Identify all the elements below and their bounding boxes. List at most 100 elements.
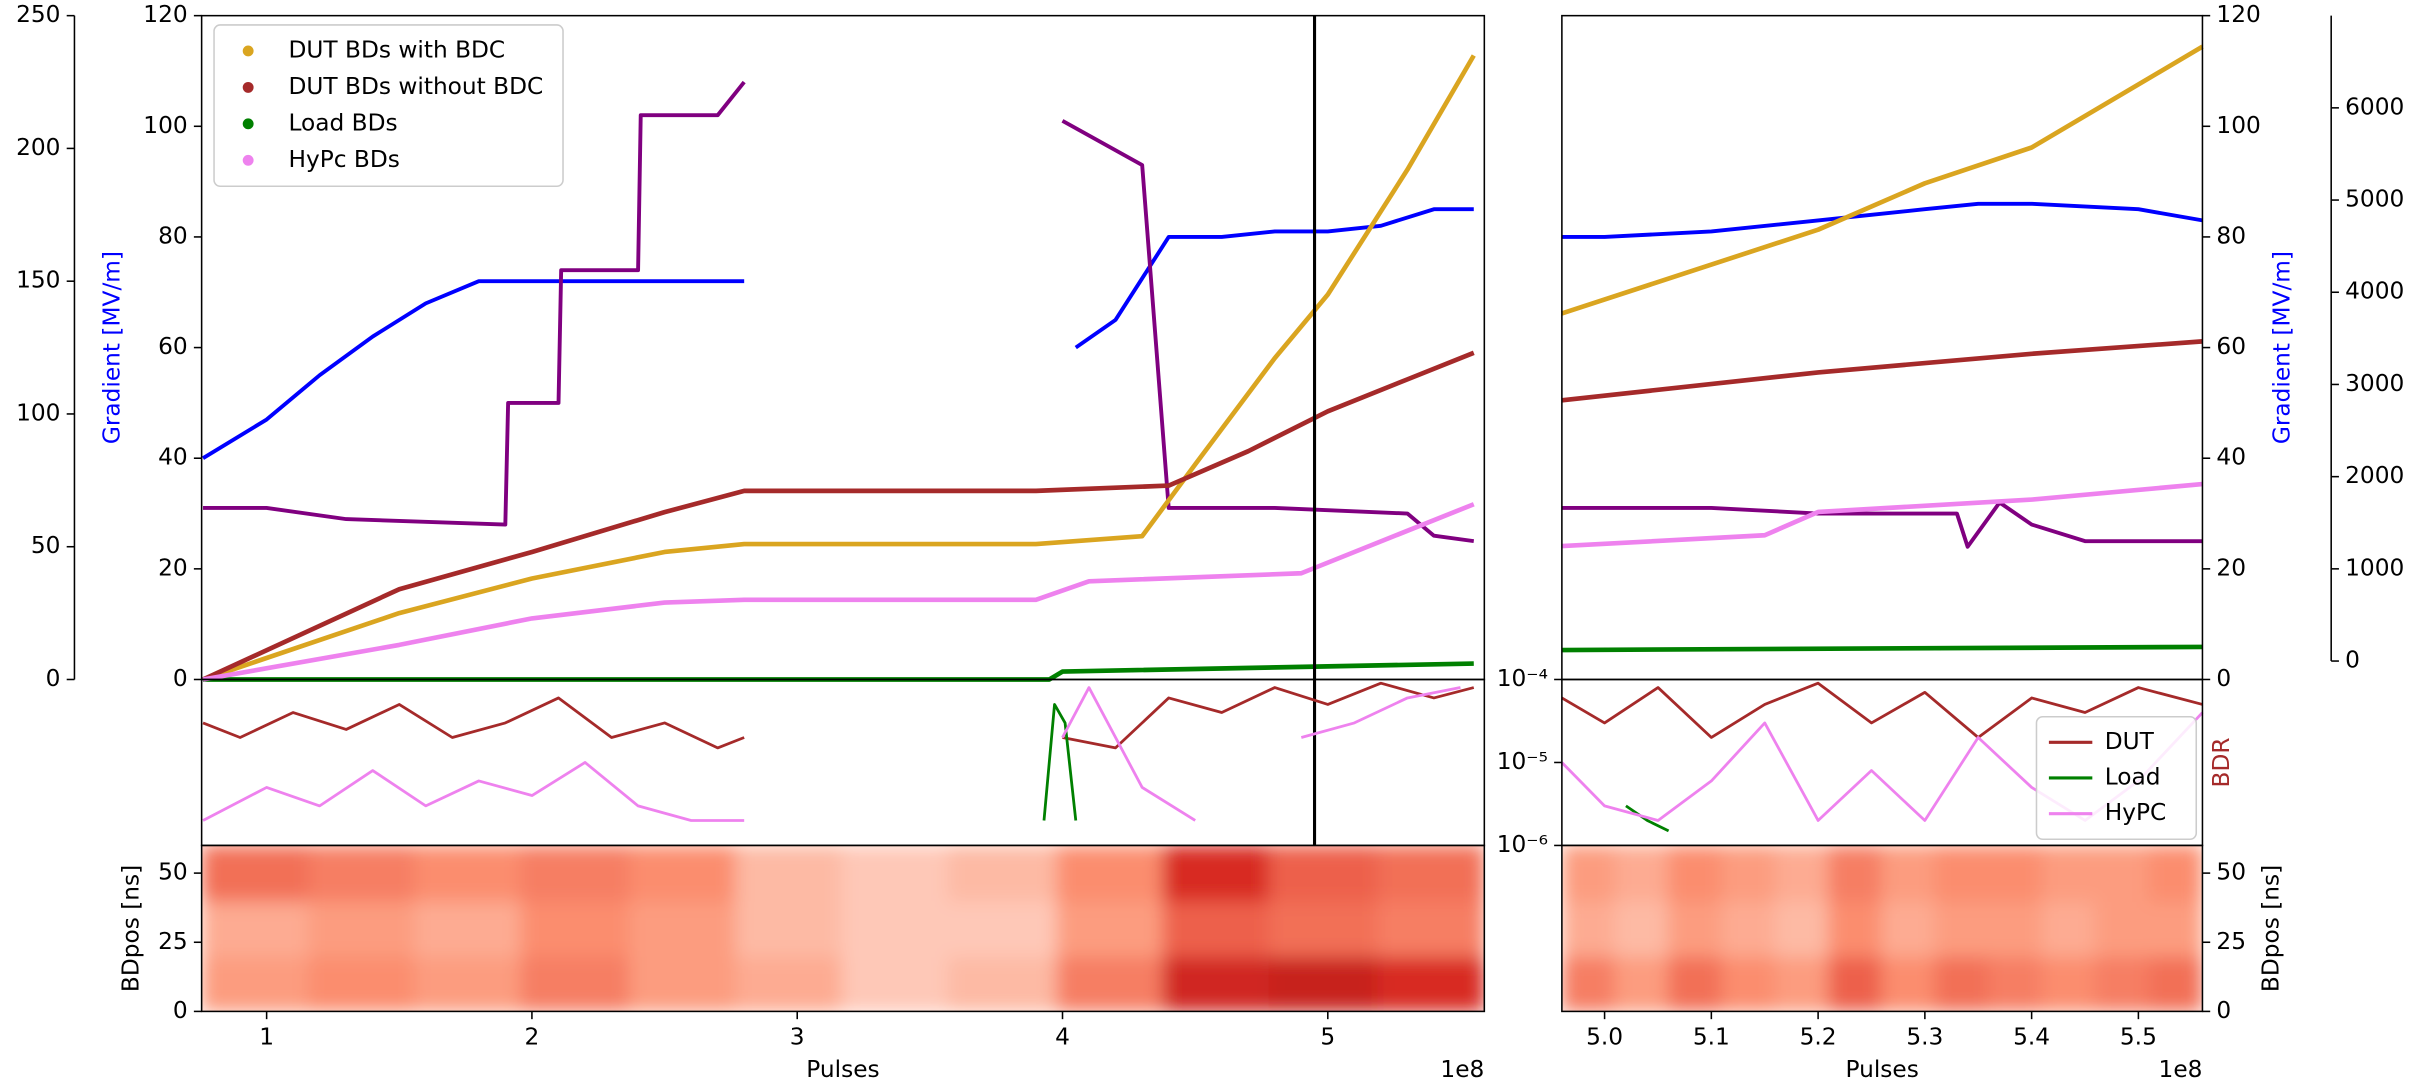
y2-tick-label: 5000 xyxy=(2345,186,2404,213)
heatmap-cell xyxy=(1667,845,1723,902)
series-line xyxy=(1561,201,2203,239)
series-line xyxy=(1561,481,2203,549)
legend-swatch xyxy=(242,154,254,166)
heatmap-cell xyxy=(1667,955,1723,1012)
y2-tick-label: 100 xyxy=(16,399,60,426)
legend-label: Load xyxy=(2105,763,2161,790)
heatmap-cell xyxy=(629,899,737,957)
x-tick-label: 5.1 xyxy=(1693,1023,1730,1050)
y-tick-label: 0 xyxy=(173,997,188,1024)
series-line xyxy=(203,661,1474,682)
axes-frame xyxy=(1561,844,2204,1013)
axes-frame xyxy=(200,678,1486,847)
heatmap-cell xyxy=(1056,845,1165,902)
series-line xyxy=(202,686,1461,822)
heatmap-cell xyxy=(1561,845,1617,902)
series-line xyxy=(1561,644,2203,653)
x-tick-label: 1 xyxy=(259,1023,274,1050)
y-axis-label: BDpos [ns] xyxy=(2258,865,2285,992)
legend-label: DUT BDs with BDC xyxy=(288,36,505,63)
heatmap-cell xyxy=(1721,899,1777,957)
x-tick-label: 5.4 xyxy=(2013,1023,2050,1050)
y2-tick-label: 0 xyxy=(2345,647,2360,674)
y-tick-label: 40 xyxy=(158,444,188,471)
heatmap-cell xyxy=(520,955,631,1012)
heatmap-cell xyxy=(1056,955,1165,1012)
y-tick-label: 120 xyxy=(143,1,187,28)
legend-label: DUT xyxy=(2105,728,2155,755)
y-tick-label: 10⁻⁴ xyxy=(1497,665,1548,692)
heatmap-cells xyxy=(201,845,1485,1012)
heatmap-cell xyxy=(308,899,416,957)
series-line xyxy=(202,54,1476,682)
x-tick-label: 5 xyxy=(1320,1023,1335,1050)
heatmap-cell xyxy=(414,899,523,957)
series-line xyxy=(1625,804,1670,833)
heatmap-cell xyxy=(2041,955,2097,1012)
series-line xyxy=(1561,339,2203,403)
y-axis-label: BDpos [ns] xyxy=(117,865,144,992)
axes-frame xyxy=(200,844,1486,1013)
y2-tick-label: 3000 xyxy=(2345,370,2404,397)
heatmap-cell xyxy=(2041,899,2097,957)
series-line xyxy=(1561,681,2203,739)
heatmap xyxy=(1561,845,2203,1012)
heatmap-cell xyxy=(629,955,737,1012)
y-tick-label: 0 xyxy=(2216,665,2231,692)
y2-tick-label: 150 xyxy=(16,267,60,294)
heatmap-cell xyxy=(308,845,416,902)
y2-tick-label: 0 xyxy=(46,665,61,692)
heatmap-cell xyxy=(308,955,416,1012)
heatmap-cell xyxy=(1614,955,1670,1012)
heatmap-cell xyxy=(2094,899,2150,957)
heatmap-cell xyxy=(1881,845,1937,902)
x-tick-label: 5.3 xyxy=(1906,1023,1943,1050)
x-axis-label: Pulses xyxy=(806,1056,879,1083)
series-line xyxy=(1042,703,1078,821)
legend-swatch xyxy=(242,81,254,93)
heatmap-cell xyxy=(735,845,844,902)
y-tick-label: 50 xyxy=(158,859,188,886)
y2-tick-label: 250 xyxy=(16,1,60,28)
y-tick-label: 0 xyxy=(173,665,188,692)
heatmap-cell xyxy=(1162,899,1271,957)
heatmap-cell xyxy=(1667,899,1723,957)
heatmap-cell xyxy=(947,845,1058,902)
heatmap-cell xyxy=(1828,955,1883,1012)
y-tick-label: 50 xyxy=(2216,859,2246,886)
x-offset-label: 1e8 xyxy=(1440,1056,1484,1083)
heatmap-cell xyxy=(1561,955,1617,1012)
heatmap-cell xyxy=(2094,955,2150,1012)
heatmap-cell xyxy=(2148,845,2203,902)
y-tick-label: 10⁻⁵ xyxy=(1497,748,1548,775)
heatmap-cell xyxy=(735,899,844,957)
heatmap-cell xyxy=(1377,955,1485,1012)
heatmap-cell xyxy=(1721,955,1777,1012)
heatmap-cell xyxy=(947,899,1058,957)
y2-tick-label: 200 xyxy=(16,134,60,161)
legend-swatch xyxy=(242,118,254,130)
y-tick-label: 60 xyxy=(2216,333,2246,360)
heatmap-cell xyxy=(1881,955,1937,1012)
series-line xyxy=(1561,500,2203,549)
heatmap-cell xyxy=(1268,845,1379,902)
y2-tick-label: 2000 xyxy=(2345,462,2404,489)
series-line xyxy=(202,207,1474,460)
heatmap-cell xyxy=(2148,899,2203,957)
x-tick-label: 5.5 xyxy=(2120,1023,2157,1050)
heatmap-cell xyxy=(2148,955,2203,1012)
heatmap-cell xyxy=(1934,955,1990,1012)
legend-label: HyPC xyxy=(2105,799,2167,826)
legend-label: Load BDs xyxy=(288,109,397,136)
heatmap-cell xyxy=(629,845,737,902)
x-axis-label: Pulses xyxy=(1845,1056,1918,1083)
series-line xyxy=(203,80,1475,544)
heatmap-cell xyxy=(841,899,950,957)
heatmap-cell xyxy=(1162,955,1271,1012)
heatmap-cell xyxy=(841,955,950,1012)
y-axis-label: Gradient [MV/m] xyxy=(99,251,126,444)
y2-tick-label: 1000 xyxy=(2345,554,2404,581)
heatmap-cell xyxy=(1377,899,1485,957)
x-tick-label: 5.2 xyxy=(1800,1023,1837,1050)
heatmap-cell xyxy=(1934,845,1990,902)
